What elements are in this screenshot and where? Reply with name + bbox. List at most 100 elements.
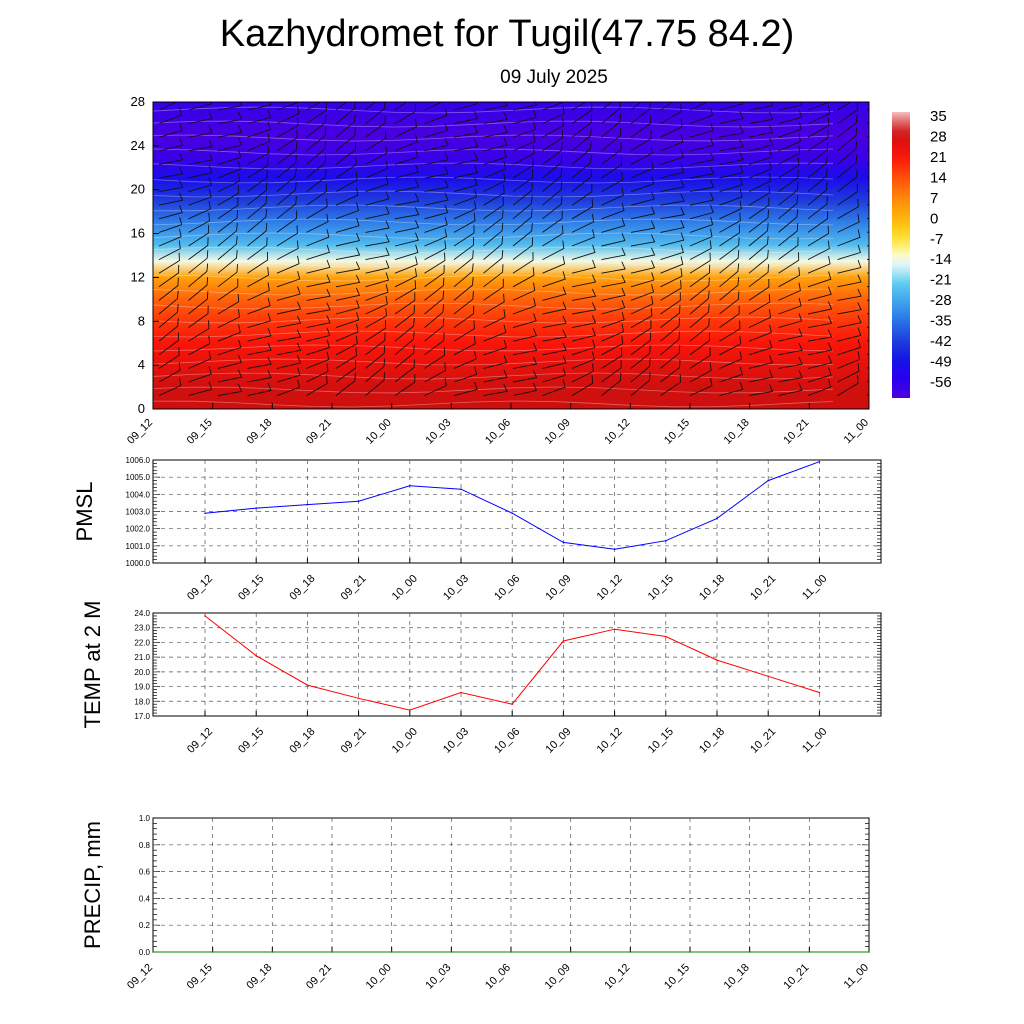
wind-barb <box>453 177 478 193</box>
colorbar-label: -49 <box>930 354 952 371</box>
wind-barb <box>660 331 681 356</box>
wind-barb <box>630 284 655 301</box>
wind-barb <box>188 125 213 138</box>
wind-barb <box>453 351 477 369</box>
wind-barb <box>719 335 742 356</box>
wind-barb <box>542 117 564 138</box>
y-tick-label: 4 <box>138 357 145 372</box>
wind-barb <box>866 312 869 315</box>
y-tick-label: 1004.0 <box>126 490 151 499</box>
wind-barb <box>512 313 537 329</box>
wind-barb <box>542 181 563 206</box>
contour-line <box>153 260 834 268</box>
wind-barb <box>601 372 622 396</box>
wind-barb <box>542 367 567 383</box>
wind-barb <box>424 332 445 356</box>
y-tick-label: 0.0 <box>139 948 151 957</box>
wind-barb <box>217 249 238 274</box>
wind-barb <box>719 102 744 111</box>
wind-barb <box>158 192 184 206</box>
wind-barb <box>335 142 357 165</box>
temperature-field <box>153 102 869 409</box>
wind-barb <box>601 274 626 288</box>
wind-barb <box>306 259 331 274</box>
y-tick-label: 0.8 <box>139 841 151 850</box>
wind-barb <box>365 296 388 315</box>
wind-barb <box>512 169 534 192</box>
x-tick-label: 09_21 <box>339 573 369 603</box>
wind-barb <box>247 121 271 138</box>
wind-barb <box>807 168 828 192</box>
wind-barb <box>276 240 299 260</box>
wind-barb <box>247 145 270 165</box>
wind-barb <box>719 237 740 260</box>
wind-barb <box>365 130 387 152</box>
wind-barb <box>394 256 418 274</box>
y-tick-label: 18.0 <box>134 697 150 706</box>
wind-barb <box>719 111 744 125</box>
wind-barb <box>483 264 504 288</box>
wind-barb <box>689 347 711 369</box>
wind-barb <box>630 145 653 165</box>
wind-barb <box>571 102 593 124</box>
wind-barb <box>748 137 773 152</box>
wind-barb <box>247 282 270 301</box>
wind-barb <box>660 317 681 342</box>
wind-barb <box>188 102 213 111</box>
x-tick-label: 09_12 <box>185 726 215 756</box>
y-tick-label: 12 <box>131 269 145 284</box>
wind-barb <box>571 288 597 301</box>
wind-barb <box>335 347 357 369</box>
wind-barb <box>217 293 240 315</box>
y-tick-label: 20 <box>131 182 145 197</box>
colorbar-label: -35 <box>930 313 952 330</box>
y-axis-label: PMSL <box>72 482 97 542</box>
wind-barb <box>601 217 626 233</box>
wind-barb <box>660 207 685 220</box>
wind-barb <box>807 181 828 206</box>
wind-barb <box>601 202 625 220</box>
wind-barb <box>660 193 685 206</box>
wind-barb <box>217 102 243 111</box>
wind-barb <box>689 216 714 233</box>
wind-barb <box>778 145 801 165</box>
wind-barb <box>837 327 862 342</box>
series-point <box>390 951 393 953</box>
wind-barb <box>866 299 869 301</box>
wind-barb <box>483 102 508 111</box>
wind-barb <box>866 231 869 233</box>
wind-barb <box>306 127 327 152</box>
wind-barb <box>601 142 622 165</box>
wind-barb <box>306 198 328 220</box>
wind-barb <box>424 228 448 247</box>
wind-barb <box>512 195 533 220</box>
wind-barb <box>660 103 682 124</box>
series-point <box>569 951 572 953</box>
y-tick-label: 1000.0 <box>126 559 151 568</box>
wind-barb <box>630 191 655 206</box>
wind-barb <box>866 393 869 396</box>
series-point <box>665 539 667 542</box>
wind-barb <box>365 307 387 328</box>
wind-barb <box>866 203 869 206</box>
wind-barb <box>217 339 242 356</box>
wind-barb <box>748 172 771 193</box>
y-tick-label: 19.0 <box>134 683 150 692</box>
colorbar-label: -21 <box>930 272 952 289</box>
wind-barb <box>335 232 361 247</box>
wind-barb <box>837 288 862 301</box>
wind-barb <box>866 258 869 261</box>
x-tick-label: 10_12 <box>602 962 632 992</box>
series-point <box>868 951 870 953</box>
wind-barb <box>483 111 508 125</box>
wind-barb <box>306 154 327 179</box>
wind-barb <box>542 105 565 125</box>
series-point <box>409 485 411 487</box>
wind-barb <box>571 363 594 383</box>
wind-barb <box>394 374 416 396</box>
wind-barb <box>512 252 534 274</box>
wind-barb <box>306 363 329 383</box>
wind-barb <box>158 166 184 179</box>
wind-barb <box>188 200 211 220</box>
wind-barb <box>719 305 740 328</box>
